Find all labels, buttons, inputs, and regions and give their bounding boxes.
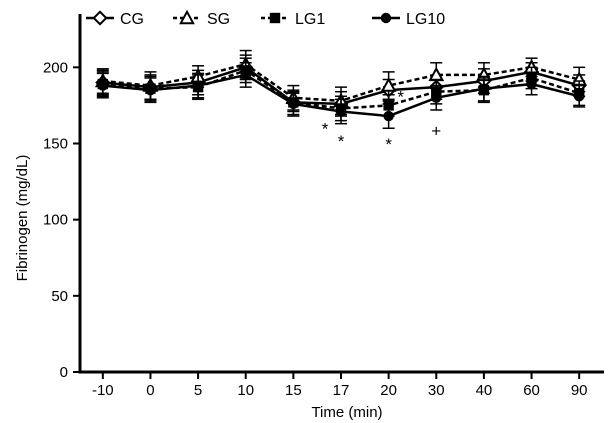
data-point-lg10 bbox=[288, 98, 299, 110]
legend-item-sg: SG bbox=[173, 9, 230, 28]
x-tick-label: 0 bbox=[146, 382, 154, 399]
x-tick-label: 60 bbox=[523, 382, 540, 399]
x-axis-title: Time (min) bbox=[311, 404, 382, 421]
data-point-lg10 bbox=[573, 91, 585, 102]
significance-marker: + bbox=[431, 121, 441, 140]
x-tick-label: 20 bbox=[380, 382, 397, 399]
series-lg10 bbox=[96, 61, 586, 130]
legend-label-sg: SG bbox=[207, 11, 230, 28]
y-tick-label: 0 bbox=[60, 364, 68, 381]
legend-marker-lg10 bbox=[380, 12, 392, 24]
data-point-lg10 bbox=[97, 80, 109, 91]
data-point-sg bbox=[380, 77, 397, 92]
series-layer bbox=[94, 49, 588, 130]
legend-marker-lg1 bbox=[269, 12, 281, 24]
annotation-layer: * * * * + bbox=[322, 88, 442, 154]
data-point-lg10 bbox=[431, 92, 442, 103]
legend-marker-cg bbox=[92, 10, 108, 26]
y-tick-label: 100 bbox=[43, 212, 68, 229]
legend-label-cg: CG bbox=[120, 11, 144, 28]
data-point-lg10 bbox=[526, 78, 537, 90]
data-point-lg10 bbox=[335, 106, 347, 117]
significance-marker: * bbox=[338, 132, 345, 151]
data-point-lg10 bbox=[192, 80, 204, 91]
x-tick-label: 90 bbox=[571, 382, 588, 399]
data-point-lg10 bbox=[383, 110, 394, 122]
x-tick-label: 17 bbox=[333, 382, 350, 399]
data-point-lg10 bbox=[240, 69, 251, 81]
significance-marker: * bbox=[322, 120, 329, 139]
y-tick-label: 50 bbox=[51, 288, 68, 305]
significance-marker: * bbox=[397, 88, 404, 107]
legend-label-lg1: LG1 bbox=[295, 11, 325, 28]
data-point-lg10 bbox=[145, 84, 156, 96]
legend-item-lg1: LG1 bbox=[261, 11, 325, 28]
x-tick-label: 5 bbox=[194, 382, 202, 399]
data-point-lg10 bbox=[478, 83, 490, 94]
x-tick-label: 40 bbox=[476, 382, 493, 399]
y-tick-label: 150 bbox=[43, 135, 68, 152]
x-tick-label: 10 bbox=[237, 382, 254, 399]
legend-marker-sg bbox=[179, 9, 195, 25]
y-axis-title: Fibrinogen (mg/dL) bbox=[14, 155, 31, 282]
x-tick-label: -10 bbox=[92, 382, 114, 399]
legend: CG SG LG1 LG10 bbox=[86, 9, 445, 28]
significance-marker: * bbox=[385, 135, 392, 154]
legend-item-cg: CG bbox=[86, 10, 144, 28]
axes: 0 50 100 150 200 -10 0 5 10 15 17 20 30 40 60 90 bbox=[43, 14, 604, 399]
x-tick-label: 30 bbox=[428, 382, 445, 399]
legend-label-lg10: LG10 bbox=[406, 11, 445, 28]
legend-item-lg10: LG10 bbox=[372, 11, 445, 28]
x-tick-label: 15 bbox=[285, 382, 302, 399]
y-tick-label: 200 bbox=[43, 59, 68, 76]
